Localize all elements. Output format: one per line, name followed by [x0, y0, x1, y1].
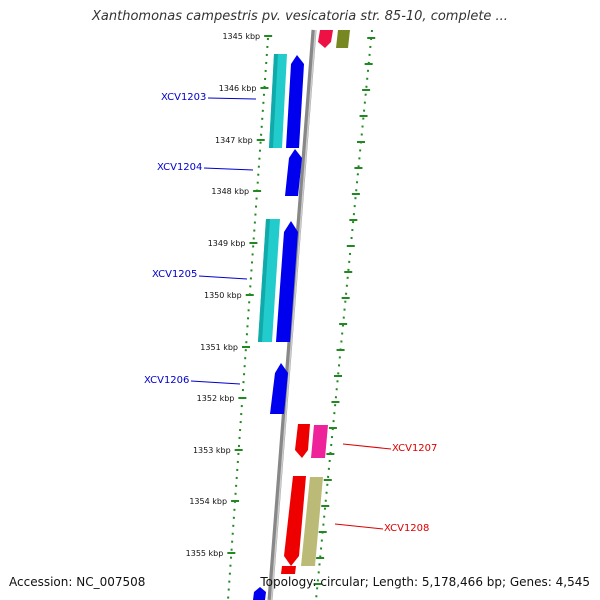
gene-label-XCV1206[interactable]: XCV1206 [144, 375, 189, 386]
cds-XCV1208[interactable] [284, 476, 306, 566]
scale-tick-label: 1355 kbp [186, 549, 224, 558]
leader-XCV1208 [334, 523, 384, 530]
cds-bottom-blue[interactable] [253, 587, 266, 600]
scale-tick-label: 1347 kbp [215, 136, 253, 145]
cds-XCV1207[interactable] [295, 424, 310, 458]
scale-tick-label: 1352 kbp [197, 394, 235, 403]
leader-XCV1206 [190, 380, 241, 385]
cds-top-red[interactable] [318, 30, 333, 48]
scale-tick-label: 1346 kbp [219, 84, 257, 93]
scale-tick-label: 1351 kbp [200, 343, 238, 352]
gene-leaders [190, 97, 392, 530]
scale-tick-label: 1353 kbp [193, 446, 231, 455]
feature-track-left [258, 54, 287, 342]
feature-olive-1208[interactable] [301, 477, 323, 566]
scale-ticks: 1345 kbp 1346 kbp 1347 kbp 1348 kbp 1349 kbp… [186, 32, 376, 585]
leader-XCV1207 [342, 443, 392, 450]
backbone-highlight [270, 29, 317, 600]
gene-label-XCV1207[interactable]: XCV1207 [392, 443, 437, 454]
scale-tick-label: 1345 kbp [222, 32, 260, 41]
scale-tick-label: 1350 kbp [204, 291, 242, 300]
cds-forward-track [253, 55, 304, 600]
cds-reverse-track [281, 30, 350, 574]
cds-XCV1205[interactable] [276, 221, 298, 342]
gene-label-XCV1204[interactable]: XCV1204 [157, 162, 202, 173]
cds-XCV1203[interactable] [286, 55, 304, 148]
cds-XCV1206[interactable] [270, 363, 288, 414]
feature-cyan-1-shade [269, 54, 278, 148]
scale-tick-label: 1349 kbp [208, 239, 246, 248]
scale-tick-label: 1354 kbp [189, 497, 227, 506]
scale-tick-label: 1348 kbp [211, 187, 249, 196]
leader-XCV1205 [198, 275, 248, 280]
accession-label: Accession: NC_007508 [9, 575, 146, 589]
leader-XCV1203 [207, 97, 257, 100]
map-title: Xanthomonas campestris pv. vesicatoria s… [92, 9, 508, 24]
gene-label-XCV1203[interactable]: XCV1203 [161, 92, 206, 103]
topology-summary: Topology: circular; Length: 5,178,466 bp… [260, 575, 590, 589]
feature-cyan-2-shade [258, 219, 270, 342]
leader-XCV1204 [203, 167, 254, 171]
left-guide-line [227, 37, 269, 600]
gene-label-XCV1205[interactable]: XCV1205 [152, 269, 197, 280]
cds-bottom-red[interactable] [281, 566, 296, 574]
cds-XCV1204[interactable] [285, 149, 302, 196]
feature-pink-1207[interactable] [311, 425, 328, 458]
feature-top-olive[interactable] [336, 30, 350, 48]
gene-label-XCV1208[interactable]: XCV1208 [384, 523, 429, 534]
genome-backbone [267, 29, 317, 600]
